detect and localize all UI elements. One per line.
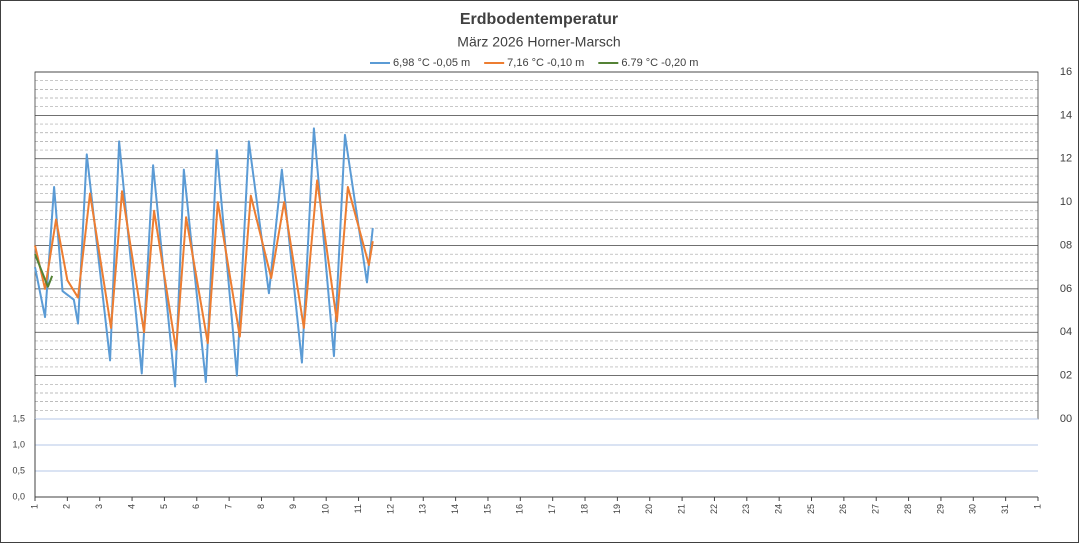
x-tick-label: 24 (774, 504, 784, 514)
y-tick-label: 16 (1060, 66, 1072, 78)
chart-subtitle: März 2026 Horner-Marsch (457, 34, 620, 50)
x-tick-label: 11 (353, 504, 363, 513)
x-tick-label: 1 (29, 504, 39, 509)
y-tick-label: 10 (1060, 196, 1072, 208)
y-tick-label: 1,5 (12, 413, 25, 423)
y-tick-label: 12 (1060, 153, 1072, 165)
x-tick-label: 9 (288, 504, 298, 509)
x-tick-label: 14 (450, 504, 460, 514)
chart-title: Erdbodentemperatur (460, 11, 618, 28)
series-line (34, 127, 374, 388)
x-tick-label: 1 (1032, 504, 1042, 509)
x-tick-label: 3 (94, 504, 104, 509)
x-tick-label: 17 (547, 504, 557, 514)
y-tick-label: 0,0 (12, 491, 25, 501)
x-tick-label: 27 (871, 504, 881, 514)
x-tick-label: 21 (676, 504, 686, 514)
x-tick-label: 5 (159, 504, 169, 509)
x-tick-label: 12 (385, 504, 395, 514)
legend-label: 6.79 °C -0,20 m (621, 57, 698, 69)
x-tick-label: 20 (644, 504, 654, 514)
x-tick-label: 16 (515, 504, 525, 514)
x-tick-label: 28 (903, 504, 913, 514)
series-line (34, 253, 54, 288)
x-tick-label: 2 (62, 504, 72, 509)
x-tick-label: 30 (968, 504, 978, 514)
x-tick-label: 31 (1000, 504, 1010, 514)
x-tick-label: 25 (806, 504, 816, 514)
y-tick-label: 08 (1060, 239, 1072, 251)
y-tick-label: 06 (1060, 283, 1072, 295)
x-tick-label: 22 (709, 504, 719, 514)
x-tick-label: 26 (838, 504, 848, 514)
x-tick-label: 10 (321, 504, 331, 514)
y-tick-label: 02 (1060, 370, 1072, 382)
y-tick-label: 0,5 (12, 465, 25, 475)
x-tick-label: 8 (256, 504, 266, 509)
x-tick-label: 23 (741, 504, 751, 514)
x-tick-label: 29 (935, 504, 945, 514)
x-tick-label: 15 (482, 504, 492, 514)
y-tick-label: 1,0 (12, 439, 25, 449)
y-tick-label: 14 (1060, 109, 1072, 121)
x-tick-label: 4 (126, 504, 136, 509)
y-tick-label: 04 (1060, 326, 1072, 338)
x-tick-label: 18 (579, 504, 589, 514)
x-tick-label: 6 (191, 504, 201, 509)
y-tick-label: 00 (1060, 413, 1072, 425)
series-line (34, 179, 374, 351)
legend-label: 7,16 °C -0,10 m (507, 57, 584, 69)
x-tick-label: 7 (224, 504, 234, 509)
x-tick-label: 19 (612, 504, 622, 514)
x-tick-label: 13 (418, 504, 428, 514)
legend-label: 6,98 °C -0,05 m (393, 57, 470, 69)
